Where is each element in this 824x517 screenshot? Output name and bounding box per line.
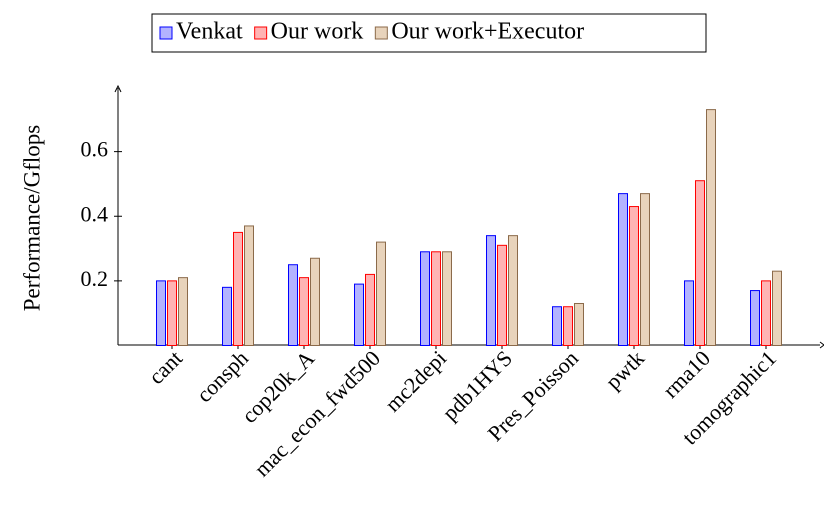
bar (563, 306, 573, 347)
y-tick-label: 0.4 (81, 201, 109, 226)
x-tick-label: consph (191, 345, 253, 407)
bar (761, 280, 771, 346)
bar (365, 273, 375, 347)
legend-label: Our work+Executor (391, 19, 584, 45)
legend-box (151, 13, 707, 53)
legend-label: Our work (271, 19, 364, 45)
legend-swatch (374, 26, 388, 40)
x-tick-label: mac_econ_fwd500 (249, 345, 385, 481)
bar (508, 235, 518, 346)
bar (288, 264, 298, 346)
bar (156, 280, 166, 346)
legend-label: Venkat (176, 19, 243, 45)
bar (442, 251, 452, 346)
bar (310, 257, 320, 347)
bar (222, 286, 232, 346)
x-tick-label: rma10 (658, 345, 715, 402)
bar (178, 277, 188, 346)
bar (574, 302, 584, 346)
legend-swatch (254, 26, 268, 40)
x-arrow (819, 341, 824, 349)
bar (750, 290, 760, 347)
bar (684, 280, 694, 346)
bar (486, 235, 496, 346)
x-tick-label: cant (144, 345, 188, 389)
bar (299, 277, 309, 346)
bar (420, 251, 430, 346)
bar (167, 280, 177, 346)
bar (233, 231, 243, 346)
y-arrow (114, 84, 122, 93)
bar (552, 306, 562, 347)
bar (695, 180, 705, 346)
y-axis-label: Performance/Gflops (19, 125, 44, 312)
y-tick-label: 0.6 (81, 137, 109, 162)
bar (497, 244, 507, 346)
bar (354, 283, 364, 347)
bar (640, 193, 650, 346)
y-tick-label: 0.2 (81, 266, 109, 291)
bar (244, 225, 254, 347)
x-tick-label: pwtk (600, 345, 649, 394)
bar (431, 251, 441, 346)
bar (706, 109, 716, 347)
legend-swatch (159, 26, 173, 40)
bar (772, 270, 782, 346)
bar (629, 206, 639, 346)
bar (376, 241, 386, 347)
bar (618, 193, 628, 346)
